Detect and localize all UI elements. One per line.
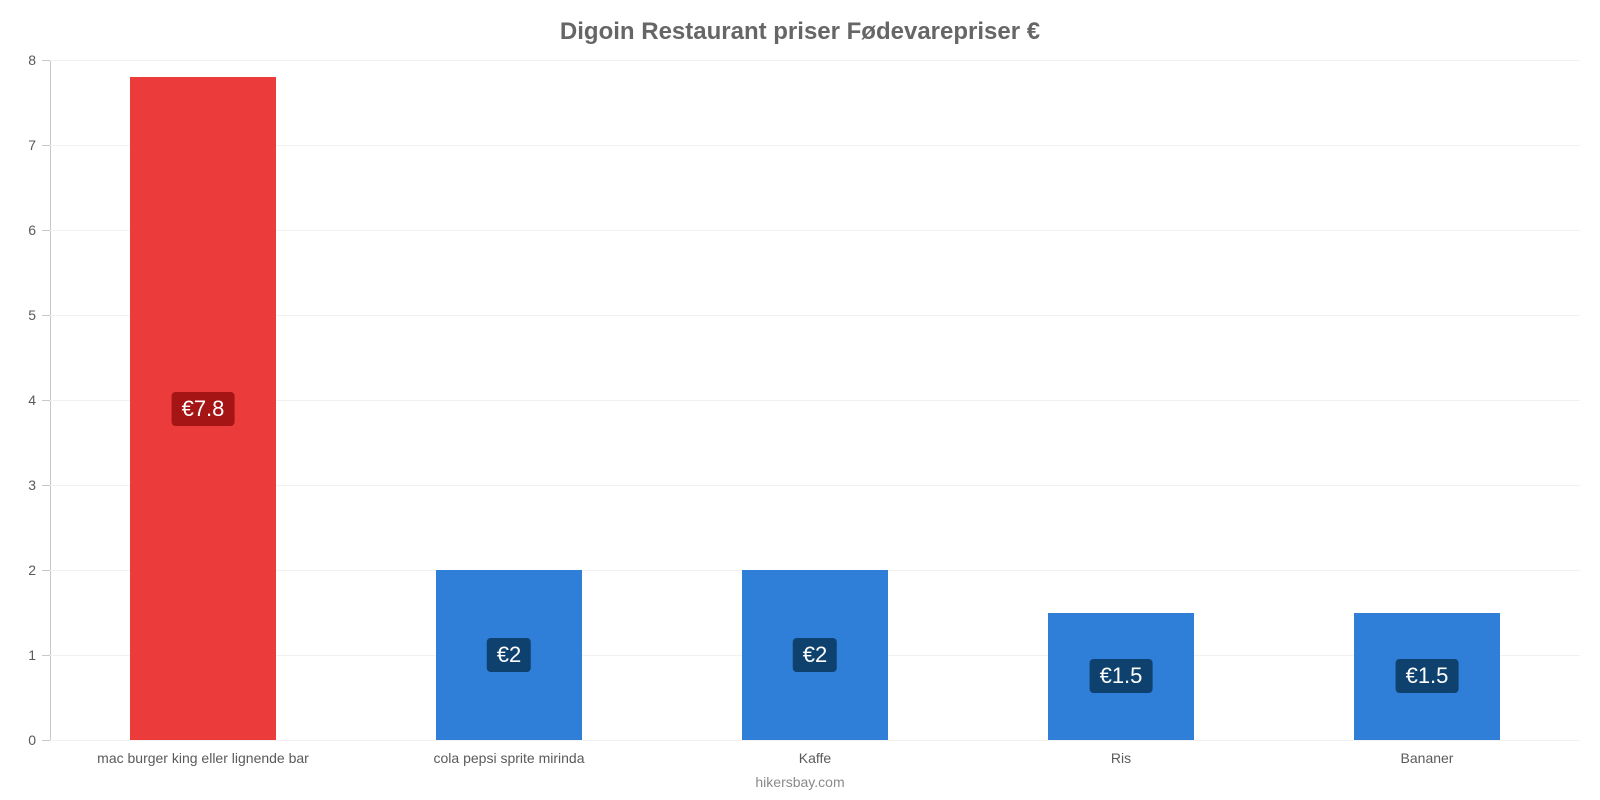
bar-value-label: €1.5 (1090, 659, 1153, 693)
price-bar-chart: Digoin Restaurant priser Fødevarepriser … (0, 0, 1600, 800)
x-tick-label: mac burger king eller lignende bar (97, 750, 309, 766)
y-tick-mark (42, 655, 50, 656)
y-tick-label: 8 (6, 52, 36, 68)
y-tick-label: 5 (6, 307, 36, 323)
x-tick-label: Bananer (1401, 750, 1454, 766)
bar-value-label: €7.8 (172, 392, 235, 426)
y-tick-mark (42, 145, 50, 146)
grid-line (50, 230, 1580, 231)
y-tick-mark (42, 485, 50, 486)
y-tick-label: 4 (6, 392, 36, 408)
grid-line (50, 60, 1580, 61)
y-tick-mark (42, 740, 50, 741)
y-tick-label: 3 (6, 477, 36, 493)
y-tick-label: 6 (6, 222, 36, 238)
grid-line (50, 315, 1580, 316)
grid-line (50, 485, 1580, 486)
grid-line (50, 400, 1580, 401)
y-tick-mark (42, 60, 50, 61)
y-tick-label: 2 (6, 562, 36, 578)
y-tick-mark (42, 400, 50, 401)
bar-value-label: €2 (487, 638, 531, 672)
plot-area: 012345678€7.8mac burger king eller ligne… (50, 60, 1580, 740)
grid-line (50, 145, 1580, 146)
y-tick-label: 0 (6, 732, 36, 748)
y-tick-label: 1 (6, 647, 36, 663)
y-tick-label: 7 (6, 137, 36, 153)
bar-value-label: €1.5 (1396, 659, 1459, 693)
bar-value-label: €2 (793, 638, 837, 672)
grid-line (50, 740, 1580, 741)
x-tick-label: Kaffe (799, 750, 831, 766)
y-tick-mark (42, 570, 50, 571)
x-tick-label: Ris (1111, 750, 1131, 766)
y-tick-mark (42, 230, 50, 231)
chart-subtitle: hikersbay.com (0, 774, 1600, 790)
chart-title: Digoin Restaurant priser Fødevarepriser … (0, 18, 1600, 46)
y-tick-mark (42, 315, 50, 316)
x-tick-label: cola pepsi sprite mirinda (434, 750, 585, 766)
